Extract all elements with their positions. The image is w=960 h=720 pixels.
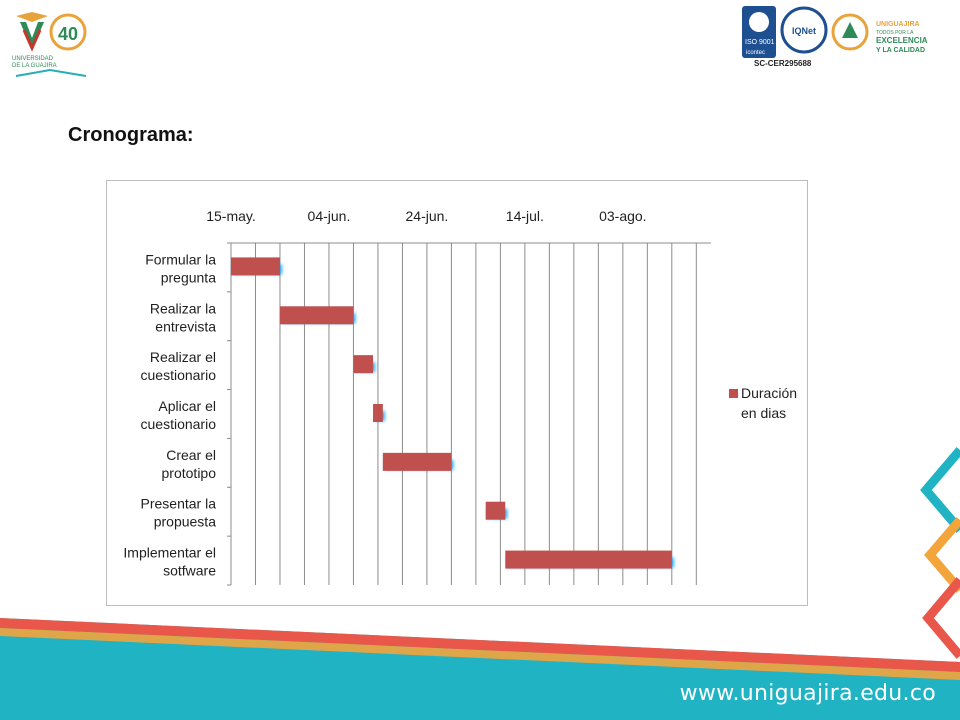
certification-logos: ISO 9001 icontec IQNet SC-CER295688 UNIG… — [742, 6, 928, 68]
category-label: sotfware — [163, 563, 216, 579]
brand-line2: TODOS POR LA — [876, 30, 914, 36]
category-label: propuesta — [154, 514, 216, 530]
category-label: Presentar la — [141, 496, 217, 512]
x-tick-label: 14-jul. — [506, 208, 544, 224]
website-url[interactable]: www.uniguajira.edu.co — [679, 681, 936, 706]
x-tick-label: 04-jun. — [308, 208, 351, 224]
gantt-chart: 15-may. 04-jun. 24-jun. 14-jul. 03-ago. Formu… — [123, 208, 797, 586]
category-label: Crear el — [166, 447, 216, 463]
legend-label: Duración — [741, 385, 797, 401]
category-label: prototipo — [162, 465, 217, 481]
iqnet-text: IQNet — [792, 26, 816, 36]
x-tick-label: 15-may. — [206, 208, 256, 224]
logo-text-line2: DE LA GUAJIRA — [12, 63, 57, 69]
gantt-bar — [382, 452, 452, 471]
x-tick-label: 24-jun. — [406, 208, 449, 224]
anniversary-number: 40 — [58, 24, 78, 44]
footer-banner — [0, 618, 960, 720]
category-label: pregunta — [161, 269, 216, 285]
cert-code: SC-CER295688 — [754, 59, 812, 68]
gantt-bar — [279, 306, 354, 325]
university-logo: 40 UNIVERSIDAD DE LA GUAJIRA — [12, 12, 87, 77]
page-title: Cronograma: — [68, 124, 194, 146]
decorative-chevrons — [920, 447, 960, 659]
brand-line3: EXCELENCIA — [876, 36, 928, 45]
uniguajira-brand: UNIGUAJIRA — [876, 21, 920, 28]
iso-text: ISO 9001 — [745, 39, 775, 46]
gantt-bar — [485, 501, 506, 520]
legend-swatch — [729, 389, 738, 398]
icontec-text: icontec — [746, 50, 765, 56]
gantt-bar — [353, 355, 374, 374]
category-label: Implementar el — [123, 545, 216, 561]
brand-line4: Y LA CALIDAD — [876, 47, 925, 54]
gantt-bar — [505, 550, 672, 569]
category-label: entrevista — [155, 318, 216, 334]
logo-text-line1: UNIVERSIDAD — [12, 56, 54, 62]
category-label: cuestionario — [141, 416, 217, 432]
legend-label: en dias — [741, 405, 786, 421]
category-label: Formular la — [145, 251, 216, 267]
category-label: Aplicar el — [158, 398, 216, 414]
category-label: Realizar la — [150, 300, 216, 316]
gantt-bar — [231, 257, 280, 276]
chart-frame — [106, 180, 808, 606]
category-label: Realizar el — [150, 349, 216, 365]
category-label: cuestionario — [141, 367, 217, 383]
gantt-bar — [373, 404, 383, 422]
x-tick-label: 03-ago. — [599, 208, 646, 224]
